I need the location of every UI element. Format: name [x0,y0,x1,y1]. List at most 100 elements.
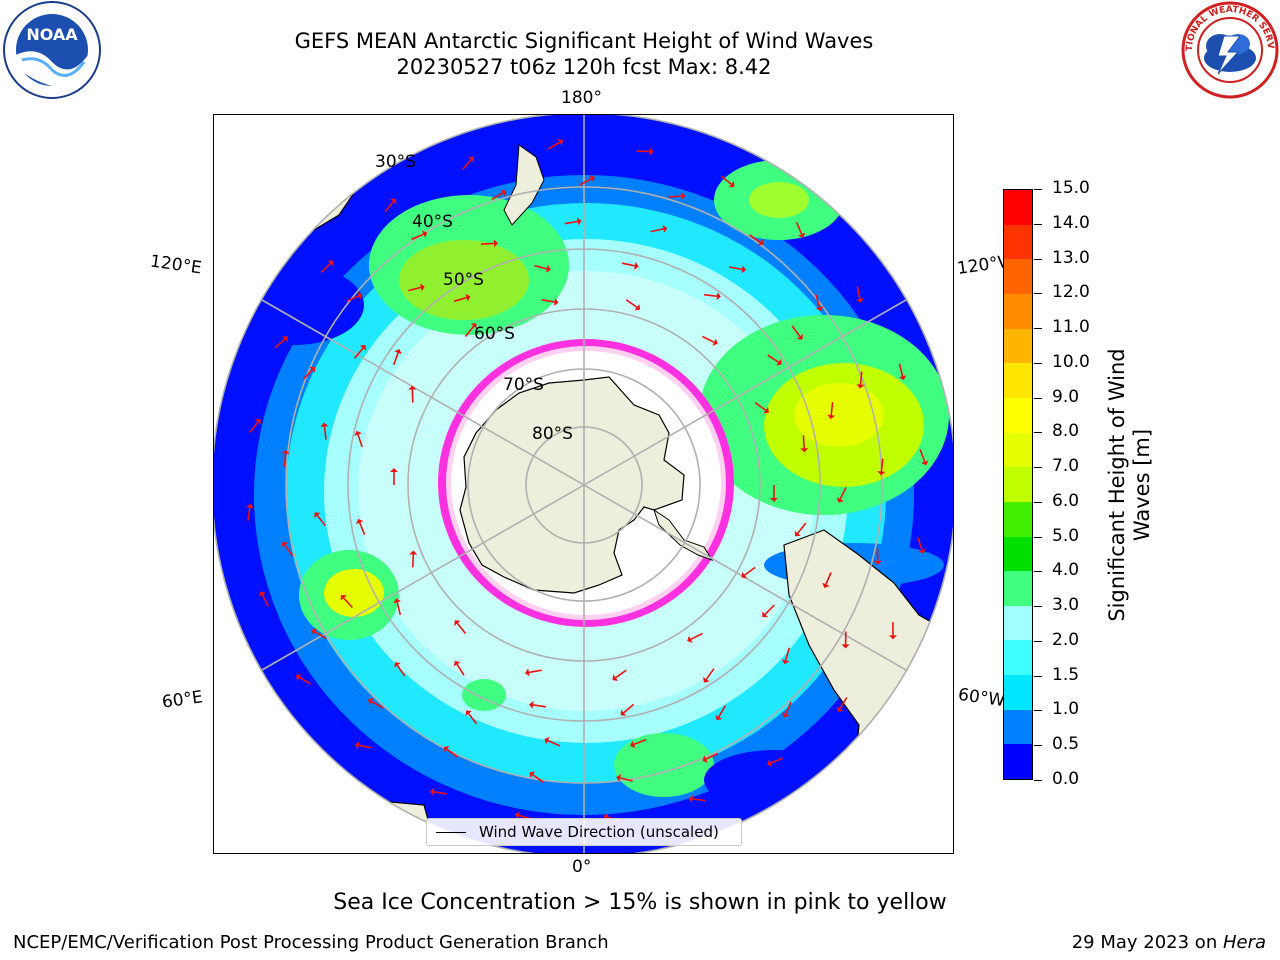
wave-direction-arrow-head [836,497,844,503]
colorbar-tick [1034,710,1042,712]
wave-direction-arrow-shaft [261,594,270,607]
wave-direction-arrow-head [781,659,790,665]
wave-direction-arrow-head [420,283,425,292]
wave-direction-arrow-head [394,662,401,668]
wave-direction-arrow-shaft [283,453,287,467]
wave-direction-arrow-shaft [770,757,784,764]
wave-direction-arrow-head [702,755,708,763]
wave-direction-arrow-head [856,384,865,389]
footer-host: Hera [1222,932,1266,953]
wave-direction-arrow-head [688,795,693,803]
wave-direction-arrow-head [493,239,498,248]
wave-direction-arrow-head [822,582,830,588]
wave-direction-arrow-shaft [749,234,761,243]
wave-direction-arrow-shaft [320,262,332,274]
wave-direction-arrow-shaft [744,566,756,576]
wave-direction-arrow-head [889,635,897,640]
wave-direction-arrow-head [841,644,850,649]
wave-direction-arrow-head [529,771,536,778]
wave-max-north-pacific-core [749,182,809,218]
wave-direction-arrow-head [898,375,907,381]
colorbar-tick-label: 7.0 [1052,456,1080,477]
wave-direction-arrow-head [576,217,582,226]
colorbar-segment [1004,709,1032,745]
wave-direction-arrow-shaft [284,544,294,557]
wave-direction-arrow-head [311,628,318,636]
wave-direction-arrow-shaft [547,739,561,747]
wave-direction-arrow-shaft [396,664,406,677]
wave-direction-arrow-shaft [371,700,384,709]
wind-wave-arrows [245,138,929,822]
wave-direction-arrow-shaft [384,201,395,213]
footer-credit: NCEP/EMC/Verification Post Processing Pr… [13,932,609,953]
colorbar-label: Significant Height of Wind Waves [m] [1105,348,1154,622]
colorbar-tick-label: 9.0 [1052,386,1080,407]
wave-direction-arrow-head [354,741,360,750]
map-panel [213,114,954,854]
sea-ice-caption: Sea Ice Concentration > 15% is shown in … [333,890,947,915]
noaa-logo-icon: NOAA [3,1,101,99]
wave-direction-arrow-shaft [547,141,561,150]
wave-max-tasman-core [399,240,529,320]
colorbar-tick-label: 4.0 [1052,560,1080,581]
colorbar-tick-label: 6.0 [1052,490,1080,511]
colorbar-segment [1004,432,1032,468]
wave-direction-arrow-head [390,198,397,205]
wave-direction-arrow-shaft [433,791,447,795]
wave-direction-arrow-head [662,225,668,233]
wave-direction-arrow-head [545,264,551,273]
wave-direction-arrow-head [468,156,475,163]
lat-label-80s: 80°S [532,424,573,444]
wave-direction-arrow-shaft [247,507,251,521]
wave-direction-arrow-head [421,230,428,238]
colorbar-segment [1004,501,1032,537]
colorbar-tick-label: 0.5 [1052,734,1080,755]
chart-title: GEFS MEAN Antarctic Significant Height o… [294,29,874,53]
wave-direction-arrow-shaft [764,604,775,615]
lon-label-180: 180° [561,88,602,108]
lat-label-60s: 60°S [474,324,515,344]
wave-direction-arrow-shaft [346,295,360,302]
colorbar-segment [1004,328,1032,364]
wave-direction-arrow-head [465,293,471,302]
wave-direction-arrow-shaft [467,713,478,725]
wave-direction-arrow-shaft [692,798,706,802]
wave-direction-arrow-head [856,298,864,303]
colorbar-segment [1004,294,1032,329]
wave-direction-arrow-head [359,345,367,351]
wave-direction-arrow-shaft [919,449,926,462]
wave-direction-arrow-shaft [702,335,715,343]
wave-direction-arrow-shaft [619,777,633,782]
wave-direction-arrow-shaft [532,774,544,783]
wave-direction-arrow-head [589,175,595,183]
wave-direction-arrow-head [877,471,886,476]
wave-direction-arrow-head [529,701,534,709]
colorbar-tick-label: 1.0 [1052,699,1080,720]
wave-direction-arrow-shaft [830,402,834,416]
wave-direction-arrow-head [741,571,748,579]
wave-direction-arrow-shaft [354,347,364,359]
wave-direction-arrow-head [281,541,289,548]
colorbar-tick-label: 11.0 [1052,317,1090,338]
colorbar-tick [1034,293,1042,295]
wave-direction-arrow-shaft [705,752,719,760]
wave-direction-arrow-head [728,181,735,188]
colorbar-segment [1004,675,1032,710]
wave-direction-arrow-shaft [358,744,372,749]
wave-direction-arrow-shaft [784,647,790,661]
wave-max-atlantic [614,733,714,797]
wave-max-south-atlantic [462,679,506,711]
wave-direction-arrow-shaft [274,338,286,349]
colorbar-tick-label: 0.0 [1052,769,1080,789]
wave-direction-arrow-shaft [314,631,327,640]
wave-direction-arrow-head [309,366,316,373]
colorbar-tick-label: 5.0 [1052,525,1080,546]
lat-label-70s: 70°S [503,375,544,395]
wave-direction-arrow-head [525,668,530,677]
wave-direction-arrow-head [409,550,418,555]
wave-direction-arrow-shaft [408,286,422,292]
wave-direction-arrow-head [254,418,262,425]
colorbar-tick-label: 1.5 [1052,664,1080,685]
colorbar-tick [1034,397,1042,399]
wave-direction-arrow-head [354,430,362,436]
